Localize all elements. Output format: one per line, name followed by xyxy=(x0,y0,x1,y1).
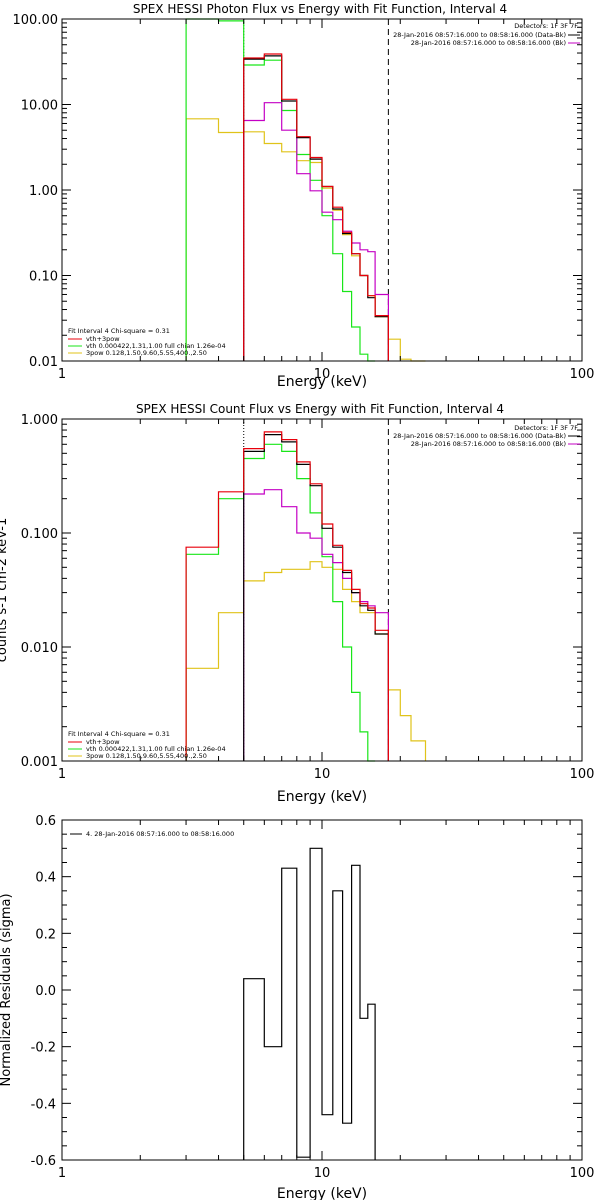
series-4-histogram xyxy=(185,561,427,761)
bk-text: 28-Jan-2016 08:57:16.000 to 08:58:16.000… xyxy=(411,440,566,448)
detectors-text: Detectors: 1F 3F 7F xyxy=(514,424,578,432)
y-tick-label: 10.00 xyxy=(21,99,58,114)
photon-flux-axes: 1 10 100 100.00 10.00 1.00 0.10 0.01 xyxy=(13,13,595,382)
detectors-text: Detectors: 1F 3F 7F xyxy=(514,22,578,30)
fit-summary: Fit Interval 4 Chi-square = 0.31 xyxy=(68,730,170,738)
chart-title: SPEX HESSI Photon Flux vs Energy with Fi… xyxy=(133,2,507,16)
count-flux-axes: 1 10 100 1.000 0.100 0.010 0.001 xyxy=(21,413,595,782)
vth-label: vth 0.000422,1.31,1.00 full chian 1.26e-… xyxy=(86,745,226,753)
header-block: Detectors: 1F 3F 7F 28-Jan-2016 08:57:16… xyxy=(393,22,580,47)
x-tick-label: 10 xyxy=(314,1166,331,1181)
model-label: vth+3pow xyxy=(86,335,120,343)
photon-flux-panel: SPEX HESSI Photon Flux vs Energy with Fi… xyxy=(13,2,595,390)
header-block: Detectors: 1F 3F 7F 28-Jan-2016 08:57:16… xyxy=(393,424,580,448)
photon-flux-marks xyxy=(185,18,426,362)
x-tick-label: 10 xyxy=(314,367,331,382)
plot-frame xyxy=(61,418,583,762)
y-tick-label: 0.001 xyxy=(21,755,58,770)
y-tick-label: 100.00 xyxy=(13,13,59,28)
bk-text: 28-Jan-2016 08:57:16.000 to 08:58:16.000… xyxy=(411,39,566,47)
y-tick-label: -0.4 xyxy=(31,1097,56,1112)
y-axis-label: counts s-1 cm-2 keV-1 xyxy=(0,518,10,663)
y-tick-label: -0.6 xyxy=(31,1154,56,1169)
y-tick-label: 0.0 xyxy=(35,984,56,999)
x-tick-label: 10 xyxy=(314,767,331,782)
residuals-axes: 1 10 100 0.6 0.4 0.2 0.0 -0.2 -0.4 -0.6 xyxy=(31,814,595,1181)
x-axis-label: Energy (keV) xyxy=(277,374,367,390)
y-tick-label: -0.2 xyxy=(31,1041,56,1056)
pow-label: 3pow 0.128,1.50,9.60,5.55,400.,2.50 xyxy=(86,349,207,357)
series-2-histogram xyxy=(243,489,389,761)
fit-info-block: Fit Interval 4 Chi-square = 0.31 vth+3po… xyxy=(68,730,226,760)
y-tick-label: 1.000 xyxy=(21,413,58,428)
x-axis-label: Energy (keV) xyxy=(277,789,367,805)
pow-label: 3pow 0.128,1.50,9.60,5.55,400.,2.50 xyxy=(86,752,207,760)
fit-info-block: Fit Interval 4 Chi-square = 0.31 vth+3po… xyxy=(68,327,226,357)
y-tick-label: 0.010 xyxy=(21,641,58,656)
series-0-histogram xyxy=(243,847,376,1160)
fit-summary: Fit Interval 4 Chi-square = 0.31 xyxy=(68,327,170,335)
legend: 4. 28-Jan-2016 08:57:16.000 to 08:58:16.… xyxy=(70,830,234,838)
count-flux-panel: SPEX HESSI Count Flux vs Energy with Fit… xyxy=(0,402,594,805)
y-tick-label: 0.01 xyxy=(29,355,58,370)
y-tick-label: 0.2 xyxy=(35,927,56,942)
y-tick-label: 0.100 xyxy=(21,527,58,542)
x-tick-label: 100 xyxy=(570,767,595,782)
series-3-histogram xyxy=(185,443,376,762)
residuals-panel: 1 10 100 0.6 0.4 0.2 0.0 -0.2 -0.4 -0.6 Normalize… xyxy=(0,814,594,1200)
series-2-histogram xyxy=(243,102,389,361)
y-tick-label: 0.10 xyxy=(29,270,58,285)
x-tick-label: 100 xyxy=(570,367,595,382)
series-0-histogram xyxy=(185,431,389,761)
series-0-histogram xyxy=(243,53,389,361)
data-bk-text: 28-Jan-2016 08:57:16.000 to 08:58:16.000… xyxy=(393,432,566,440)
model-label: vth+3pow xyxy=(86,738,120,746)
y-tick-label: 0.6 xyxy=(35,814,56,829)
chart-title: SPEX HESSI Count Flux vs Energy with Fit… xyxy=(136,402,504,416)
series-3-histogram xyxy=(185,18,376,362)
x-tick-label: 100 xyxy=(570,1166,595,1181)
x-axis-label: Energy (keV) xyxy=(277,1186,367,1200)
x-tick-label: 1 xyxy=(58,1166,66,1181)
residuals-marks xyxy=(243,847,376,1160)
vth-label: vth 0.000422,1.31,1.00 full chian 1.26e-… xyxy=(86,342,226,350)
x-tick-label: 1 xyxy=(58,767,66,782)
count-flux-marks xyxy=(185,419,427,762)
y-axis-label: Normalized Residuals (sigma) xyxy=(0,893,14,1086)
series-1-histogram xyxy=(243,55,389,361)
y-tick-label: 1.00 xyxy=(29,184,58,199)
x-tick-label: 1 xyxy=(58,367,66,382)
series-4-histogram xyxy=(185,118,426,362)
y-tick-label: 0.4 xyxy=(35,871,56,886)
data-bk-text: 28-Jan-2016 08:57:16.000 to 08:58:16.000… xyxy=(393,31,566,39)
legend-label: 4. 28-Jan-2016 08:57:16.000 to 08:58:16.… xyxy=(86,830,234,838)
